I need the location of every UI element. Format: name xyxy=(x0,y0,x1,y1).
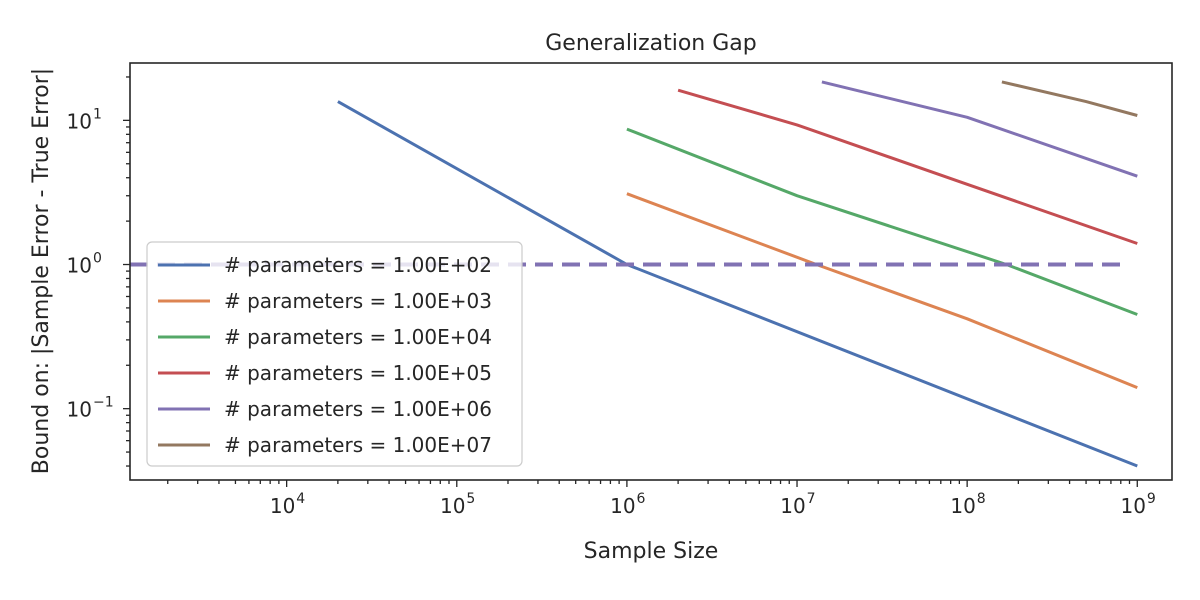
legend-label-5: # parameters = 1.00E+06 xyxy=(224,397,492,421)
x-tick-label: 10 5 xyxy=(440,491,475,518)
legend: # parameters = 1.00E+02 # parameters = 1.… xyxy=(146,241,523,467)
y-tick-label: 10 −1 xyxy=(67,395,114,422)
svg-text:5: 5 xyxy=(466,491,475,507)
legend-label-3: # parameters = 1.00E+04 xyxy=(224,325,492,349)
x-tick-label: 10 7 xyxy=(780,491,815,518)
series-line-4 xyxy=(677,88,1138,245)
svg-text:10: 10 xyxy=(440,494,465,518)
series-line-6 xyxy=(1001,80,1138,117)
y-tick-label: 10 0 xyxy=(67,251,102,278)
legend-box xyxy=(146,241,523,467)
svg-text:10: 10 xyxy=(67,109,92,133)
series-line-5 xyxy=(821,80,1138,178)
series-line-2 xyxy=(626,192,1138,389)
svg-text:8: 8 xyxy=(977,491,986,507)
svg-text:10: 10 xyxy=(610,494,635,518)
x-axis: 10 4 10 5 10 6 10 7 10 8 10 9 xyxy=(167,480,1156,518)
svg-text:6: 6 xyxy=(636,491,645,507)
svg-text:4: 4 xyxy=(296,491,305,507)
svg-text:10: 10 xyxy=(780,494,805,518)
chart-title: Generalization Gap xyxy=(545,31,756,56)
legend-label-6: # parameters = 1.00E+07 xyxy=(224,433,492,457)
series-line-3 xyxy=(626,127,1138,316)
svg-text:10: 10 xyxy=(67,398,92,422)
x-tick-label: 10 9 xyxy=(1121,491,1156,518)
svg-text:0: 0 xyxy=(93,251,102,267)
svg-text:7: 7 xyxy=(807,491,816,507)
legend-label-4: # parameters = 1.00E+05 xyxy=(224,361,492,385)
svg-text:10: 10 xyxy=(270,494,295,518)
svg-text:10: 10 xyxy=(950,494,975,518)
x-tick-label: 10 6 xyxy=(610,491,645,518)
x-axis-label: Sample Size xyxy=(584,539,719,564)
legend-label-2: # parameters = 1.00E+03 xyxy=(224,289,492,313)
x-tick-label: 10 8 xyxy=(950,491,985,518)
x-tick-label: 10 4 xyxy=(270,491,305,518)
svg-text:10: 10 xyxy=(1121,494,1146,518)
y-tick-label: 10 1 xyxy=(67,106,102,133)
legend-label-1: # parameters = 1.00E+02 xyxy=(224,253,492,277)
svg-text:1: 1 xyxy=(93,106,102,122)
svg-text:9: 9 xyxy=(1147,491,1156,507)
svg-text:10: 10 xyxy=(67,254,92,278)
svg-text:−1: −1 xyxy=(93,395,114,411)
y-axis-label: Bound on: |Sample Error - True Error| xyxy=(29,68,54,474)
